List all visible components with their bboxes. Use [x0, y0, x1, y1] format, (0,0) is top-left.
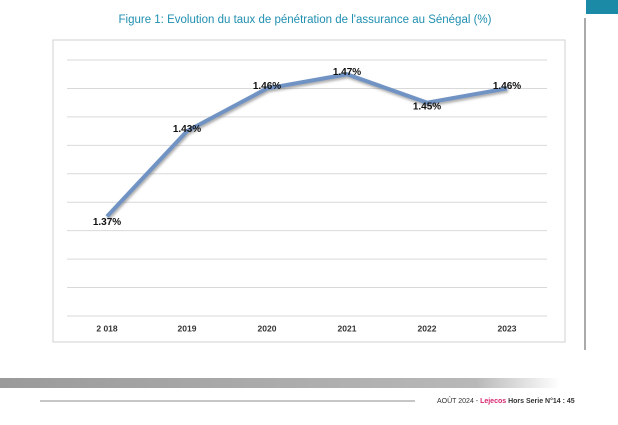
chart-title: Figure 1: Evolution du taux de pénétrati… — [119, 14, 492, 26]
footer-date: AOÛT 2024 - — [437, 396, 480, 405]
separator-bar — [0, 378, 560, 388]
footer-brand: Lejecos — [480, 398, 506, 405]
x-tick-label: 2 018 — [96, 323, 118, 333]
x-tick-label: 2019 — [178, 323, 197, 333]
data-label: 1.47% — [333, 67, 361, 78]
data-label: 1.46% — [493, 81, 521, 92]
data-label: 1.43% — [173, 124, 201, 135]
x-tick-label: 2023 — [498, 323, 517, 333]
x-tick-label: 2022 — [418, 323, 437, 333]
data-label: 1.37% — [93, 217, 121, 228]
chart-frame — [52, 39, 566, 343]
footer-issue: Hors Serie N°14 : 45 — [506, 397, 575, 405]
x-tick-label: 2020 — [258, 323, 277, 333]
footer: AOÛT 2024 - Lejecos Hors Serie N°14 : 45 — [437, 396, 575, 405]
data-label: 1.46% — [253, 81, 281, 92]
data-label: 1.45% — [413, 101, 441, 112]
line — [105, 72, 508, 218]
corner-block — [586, 0, 618, 14]
x-tick-label: 2021 — [338, 323, 357, 333]
